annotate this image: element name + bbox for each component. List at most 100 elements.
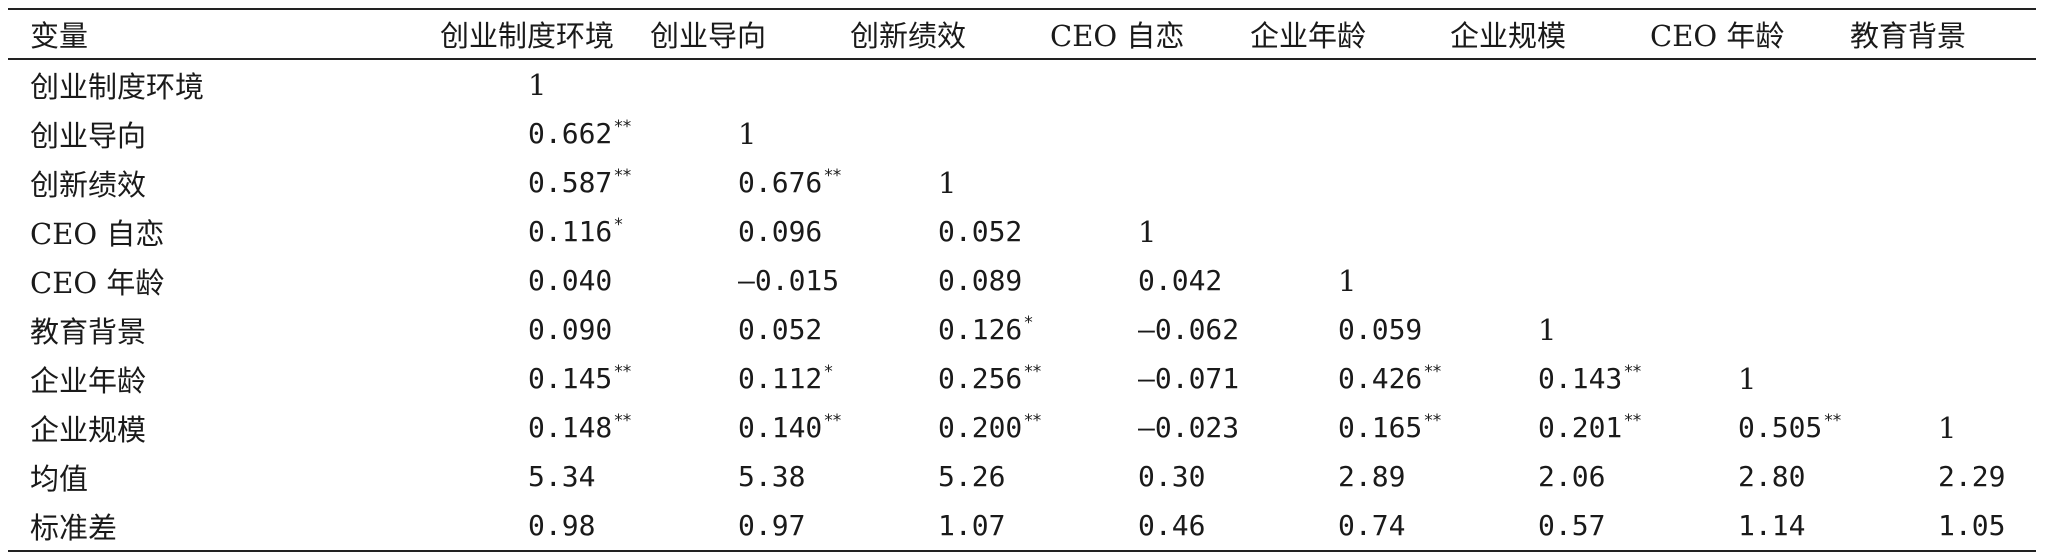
column-header: 创业导向 bbox=[650, 8, 850, 60]
table-cell bbox=[1850, 207, 2036, 256]
table-cell: 2.06 bbox=[1450, 452, 1650, 501]
table-cell: 0.089 bbox=[850, 256, 1050, 305]
cell-value: 0.116 bbox=[528, 215, 613, 248]
table-cell bbox=[1850, 158, 2036, 207]
corner-label: 变量 bbox=[8, 8, 440, 60]
significance-mark: ** bbox=[1824, 411, 1842, 431]
cell-value: 0.165 bbox=[1338, 411, 1423, 444]
cell-value: —0.071 bbox=[1138, 362, 1240, 395]
table-cell: 1 bbox=[1650, 354, 1850, 403]
row-label: CEO 自恋 bbox=[30, 216, 165, 251]
significance-mark: * bbox=[824, 362, 833, 382]
significance-mark: ** bbox=[614, 117, 632, 137]
row-label: 企业年龄 bbox=[30, 363, 147, 398]
column-header: 教育背景 bbox=[1850, 8, 2036, 60]
cell-value: 2.06 bbox=[1538, 460, 1606, 493]
table-body: 创业制度环境 1 创业导向 0.662 ** 1 创新绩效 0.587 ** 0.676 ** 1 CE… bbox=[8, 59, 2036, 552]
cell-value: 0.145 bbox=[528, 362, 613, 395]
significance-mark: ** bbox=[1624, 411, 1642, 431]
cell-value: 0.090 bbox=[528, 313, 613, 346]
table-cell: 0.165 ** bbox=[1250, 403, 1450, 452]
table-cell: 0.090 bbox=[440, 305, 650, 354]
cell-value: 0.98 bbox=[528, 509, 596, 542]
table-cell: 5.34 bbox=[440, 452, 650, 501]
cell-value: 0.676 bbox=[738, 166, 823, 199]
cell-value: 0.059 bbox=[1338, 313, 1423, 346]
table-cell: 0.200 ** bbox=[850, 403, 1050, 452]
cell-value: 0.74 bbox=[1338, 509, 1406, 542]
table-cell: 1 bbox=[1850, 403, 2036, 452]
table-cell bbox=[1650, 59, 1850, 109]
cell-value: 0.46 bbox=[1138, 509, 1206, 542]
cell-value: 0.042 bbox=[1138, 264, 1223, 297]
column-header: CEO 年龄 bbox=[1650, 8, 1850, 60]
table-cell: 1.07 bbox=[850, 501, 1050, 552]
table-cell bbox=[1050, 59, 1250, 109]
table-cell bbox=[1250, 207, 1450, 256]
table-cell: 1 bbox=[1450, 305, 1650, 354]
cell-value: 0.97 bbox=[738, 509, 806, 542]
cell-value: 1 bbox=[1938, 410, 1957, 445]
row-label: 标准差 bbox=[8, 501, 440, 552]
table-cell: —0.015 bbox=[650, 256, 850, 305]
table-cell: 0.112 * bbox=[650, 354, 850, 403]
cell-value: 0.148 bbox=[528, 411, 613, 444]
table-cell: 0.587 ** bbox=[440, 158, 650, 207]
cell-value: 1.07 bbox=[938, 509, 1006, 542]
table-cell bbox=[1650, 158, 1850, 207]
table-cell: 0.662 ** bbox=[440, 109, 650, 158]
significance-mark: ** bbox=[1024, 411, 1042, 431]
table-cell bbox=[1450, 59, 1650, 109]
cell-value: 1 bbox=[1538, 312, 1557, 347]
table-cell bbox=[1250, 59, 1450, 109]
column-header: 创新绩效 bbox=[850, 8, 1050, 60]
cell-value: 5.38 bbox=[738, 460, 806, 493]
table-cell: 0.148 ** bbox=[440, 403, 650, 452]
table-cell bbox=[650, 59, 850, 109]
header-row: 变量 创业制度环境 创业导向 创新绩效 CEO 自恋 企业年龄 企业规模 CEO… bbox=[8, 8, 2036, 60]
table-cell: —0.062 bbox=[1050, 305, 1250, 354]
cell-value: 1 bbox=[1738, 361, 1757, 396]
cell-value: 0.040 bbox=[528, 264, 613, 297]
table-cell: 2.80 bbox=[1650, 452, 1850, 501]
table-row: 企业规模 0.148 ** 0.140 ** 0.200 ** —0.023 0.165 ** 0.… bbox=[8, 403, 2036, 452]
row-label: 创业导向 bbox=[30, 118, 147, 153]
table-cell bbox=[1650, 256, 1850, 305]
table-cell: 0.052 bbox=[850, 207, 1050, 256]
table-cell bbox=[1650, 207, 1850, 256]
cell-value: 0.126 bbox=[938, 313, 1023, 346]
significance-mark: ** bbox=[614, 362, 632, 382]
table-cell: 0.140 ** bbox=[650, 403, 850, 452]
cell-value: 5.34 bbox=[528, 460, 596, 493]
table-cell: 0.57 bbox=[1450, 501, 1650, 552]
table-cell bbox=[1450, 158, 1650, 207]
table-cell bbox=[1850, 354, 2036, 403]
table-cell: 5.38 bbox=[650, 452, 850, 501]
table-cell bbox=[1450, 207, 1650, 256]
row-label: CEO 年龄 bbox=[30, 265, 165, 300]
row-label: 均值 bbox=[30, 461, 89, 496]
table-cell: 2.29 bbox=[1850, 452, 2036, 501]
table-cell: 0.98 bbox=[440, 501, 650, 552]
significance-mark: ** bbox=[1424, 411, 1442, 431]
significance-mark: * bbox=[614, 215, 623, 235]
cell-value: 0.052 bbox=[938, 215, 1023, 248]
table-cell bbox=[850, 59, 1050, 109]
cell-value: 2.80 bbox=[1738, 460, 1806, 493]
table-cell: 0.201 ** bbox=[1450, 403, 1650, 452]
table-cell: 1.05 bbox=[1850, 501, 2036, 552]
table-cell: 0.116 * bbox=[440, 207, 650, 256]
table-cell bbox=[1250, 109, 1450, 158]
table-row: 标准差 0.98 0.97 1.07 0.46 0.74 0.57 1.14 1.05 bbox=[8, 501, 2036, 552]
table-row: 教育背景 0.090 0.052 0.126 * —0.062 0.059 1 bbox=[8, 305, 2036, 354]
cell-value: —0.015 bbox=[738, 264, 840, 297]
table-cell: 0.30 bbox=[1050, 452, 1250, 501]
correlation-table: 变量 创业制度环境 创业导向 创新绩效 CEO 自恋 企业年龄 企业规模 CEO… bbox=[8, 8, 2036, 552]
cell-value: 0.089 bbox=[938, 264, 1023, 297]
table-cell: 0.042 bbox=[1050, 256, 1250, 305]
table-cell: 0.096 bbox=[650, 207, 850, 256]
cell-value: 1 bbox=[938, 165, 957, 200]
table-cell bbox=[1850, 109, 2036, 158]
table-row: 均值 5.34 5.38 5.26 0.30 2.89 2.06 2.80 2.29 bbox=[8, 452, 2036, 501]
cell-value: 0.140 bbox=[738, 411, 823, 444]
